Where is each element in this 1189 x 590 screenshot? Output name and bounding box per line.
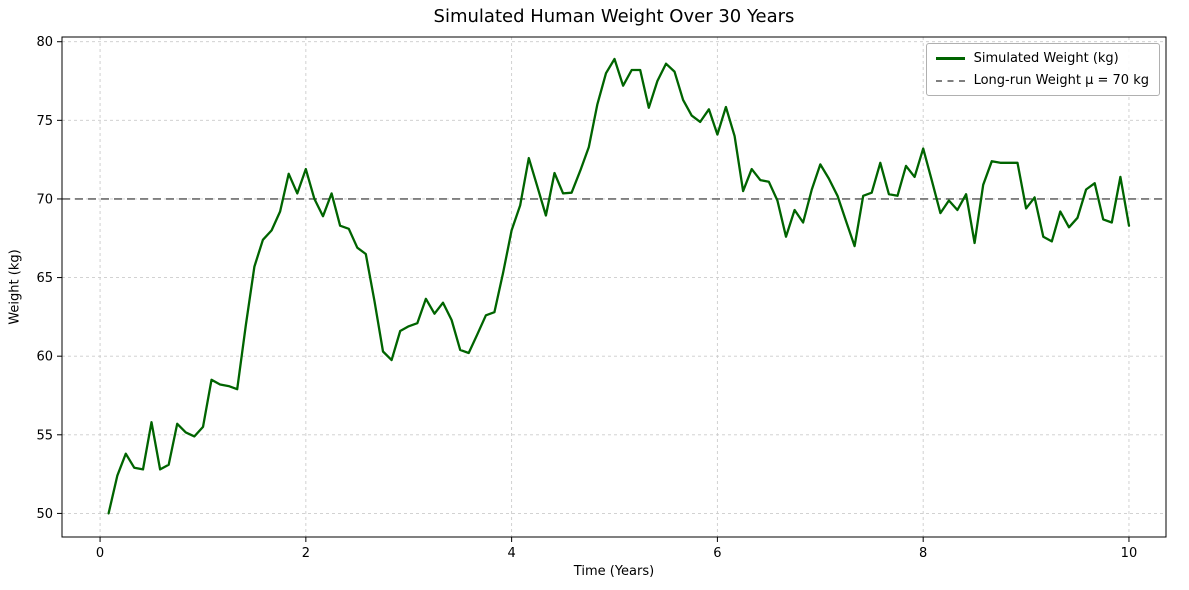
y-tick-label: 80 — [36, 35, 53, 50]
y-tick-label: 70 — [36, 192, 53, 207]
x-tick-label: 6 — [713, 546, 721, 561]
y-tick-label: 50 — [36, 507, 53, 522]
y-tick-label: 65 — [36, 271, 53, 286]
x-tick-label: 0 — [96, 546, 104, 561]
legend-label: Long-run Weight μ = 70 kg — [973, 73, 1149, 88]
x-tick-label: 10 — [1121, 546, 1138, 561]
plot-border — [61, 36, 1167, 538]
x-tick-label: 4 — [507, 546, 515, 561]
y-tick-label: 75 — [36, 114, 53, 129]
x-tick-label: 2 — [302, 546, 310, 561]
legend-entry-long-run-weight: Long-run Weight μ = 70 kg — [935, 73, 1149, 88]
chart-title: Simulated Human Weight Over 30 Years — [433, 6, 795, 27]
dashed-line-swatch-icon — [935, 79, 965, 82]
legend-entry-simulated-weight: Simulated Weight (kg) — [935, 51, 1149, 66]
y-axis-label: Weight (kg) — [7, 249, 23, 325]
y-tick-label: 60 — [36, 350, 53, 365]
x-axis-label: Time (Years) — [573, 564, 655, 579]
legend-label: Simulated Weight (kg) — [973, 51, 1119, 66]
legend: Simulated Weight (kg) Long-run Weight μ … — [925, 43, 1160, 96]
x-tick-label: 8 — [919, 546, 927, 561]
solid-line-swatch-icon — [935, 57, 965, 60]
simulated-weight-line — [107, 57, 1131, 515]
y-tick-label: 55 — [36, 428, 53, 443]
